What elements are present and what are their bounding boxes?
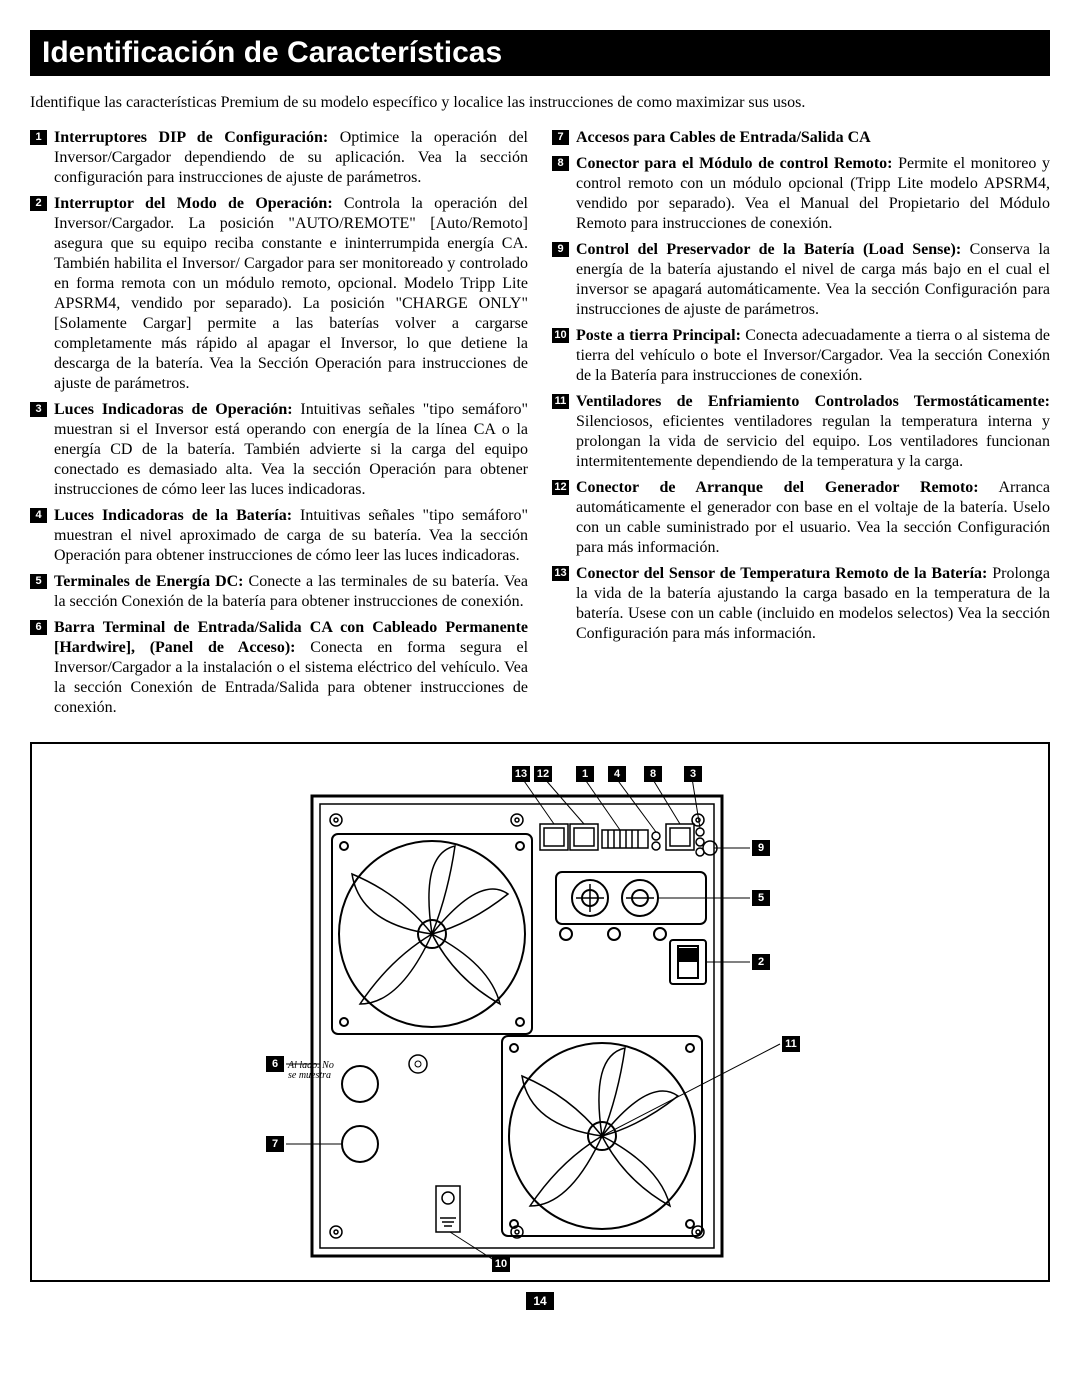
feature-item-3: 3 Luces Indicadoras de Operación: Intuiti… [30, 400, 528, 500]
feature-text-7: Accesos para Cables de Entrada/Salida CA [576, 129, 871, 146]
feature-text-11: Ventiladores de Enfriamiento Controlados… [576, 393, 1050, 470]
diagram-note-2: se muestra [288, 1070, 331, 1081]
intro-text: Identifique las características Premium … [30, 94, 1050, 112]
feature-text-13: Conector del Sensor de Temperatura Remot… [576, 565, 1050, 642]
feature-num-6: 6 [30, 620, 47, 635]
callout-12: 12 [537, 768, 549, 780]
callout-1: 1 [582, 768, 588, 780]
feature-text-5: Terminales de Energía DC: Conecte a las … [54, 573, 528, 610]
feature-num-1: 1 [30, 130, 47, 145]
diagram-container: 13 12 1 4 8 3 9 5 2 11 6 7 10 Al lado. N… [30, 742, 1050, 1282]
feature-item-4: 4 Luces Indicadoras de la Batería: Intuit… [30, 506, 528, 566]
feature-item-6: 6 Barra Terminal de Entrada/Salida CA con… [30, 618, 528, 718]
feature-num-8: 8 [552, 156, 569, 171]
feature-text-9: Control del Preservador de la Batería (L… [576, 241, 1050, 318]
feature-num-10: 10 [552, 328, 569, 343]
feature-text-1: Interruptores DIP de Configuración: Opti… [54, 129, 528, 186]
callout-3: 3 [690, 768, 696, 780]
callout-11: 11 [785, 1038, 797, 1050]
callout-13: 13 [515, 768, 527, 780]
feature-num-9: 9 [552, 242, 569, 257]
feature-item-7: 7 Accesos para Cables de Entrada/Salida C… [552, 128, 1050, 148]
feature-num-2: 2 [30, 196, 47, 211]
feature-num-12: 12 [552, 480, 569, 495]
callout-5: 5 [758, 892, 764, 904]
feature-num-3: 3 [30, 402, 47, 417]
feature-item-9: 9 Control del Preservador de la Batería (… [552, 240, 1050, 320]
page-number: 14 [526, 1292, 554, 1310]
feature-text-10: Poste a tierra Principal: Conecta adecua… [576, 327, 1050, 384]
page-title: Identificación de Características [42, 36, 1038, 70]
feature-text-2: Interruptor del Modo de Operación: Contr… [54, 195, 528, 392]
feature-item-2: 2 Interruptor del Modo de Operación: Cont… [30, 194, 528, 394]
feature-item-13: 13 Conector del Sensor de Temperatura Rem… [552, 564, 1050, 644]
device-diagram: 13 12 1 4 8 3 9 5 2 11 6 7 10 Al lado. N… [60, 754, 1020, 1274]
callout-2: 2 [758, 956, 764, 968]
feature-num-11: 11 [552, 394, 569, 409]
feature-item-11: 11 Ventiladores de Enfriamiento Controlad… [552, 392, 1050, 472]
feature-text-3: Luces Indicadoras de Operación: Intuitiv… [54, 401, 528, 498]
feature-text-12: Conector de Arranque del Generador Remot… [576, 479, 1050, 556]
feature-item-8: 8 Conector para el Módulo de control Remo… [552, 154, 1050, 234]
callout-7: 7 [272, 1138, 278, 1150]
feature-item-5: 5 Terminales de Energía DC: Conecte a las… [30, 572, 528, 612]
feature-text-4: Luces Indicadoras de la Batería: Intuiti… [54, 507, 528, 564]
page: Identificación de Características Identi… [0, 0, 1080, 1330]
feature-item-1: 1 Interruptores DIP de Configuración: Opt… [30, 128, 528, 188]
feature-item-12: 12 Conector de Arranque del Generador Rem… [552, 478, 1050, 558]
callout-8: 8 [650, 768, 656, 780]
callout-4: 4 [614, 768, 621, 780]
feature-item-10: 10 Poste a tierra Principal: Conecta adec… [552, 326, 1050, 386]
feature-columns: 1 Interruptores DIP de Configuración: Opt… [30, 128, 1050, 724]
callout-10: 10 [495, 1258, 507, 1270]
feature-num-5: 5 [30, 574, 47, 589]
feature-num-13: 13 [552, 566, 569, 581]
left-column: 1 Interruptores DIP de Configuración: Opt… [30, 128, 528, 724]
feature-num-4: 4 [30, 508, 47, 523]
feature-text-8: Conector para el Módulo de control Remot… [576, 155, 1050, 232]
feature-num-7: 7 [552, 130, 569, 145]
right-column: 7 Accesos para Cables de Entrada/Salida C… [552, 128, 1050, 724]
title-bar: Identificación de Características [30, 30, 1050, 76]
feature-text-6: Barra Terminal de Entrada/Salida CA con … [54, 619, 528, 716]
callout-6: 6 [272, 1058, 278, 1070]
callout-9: 9 [758, 842, 764, 854]
